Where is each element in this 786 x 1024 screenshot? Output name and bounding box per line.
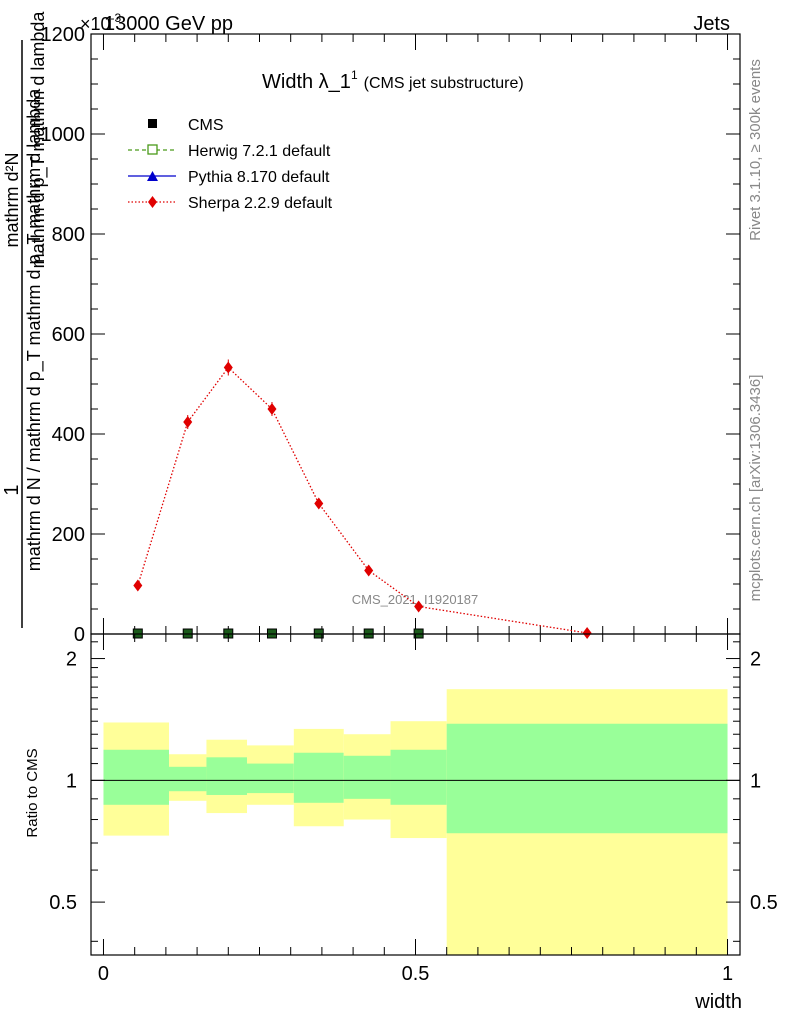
sherpa-point: [582, 627, 592, 639]
legend-marker-cms: [148, 119, 157, 128]
header-right: Jets: [693, 13, 730, 35]
main-y-tick-label: 1200: [41, 24, 86, 46]
ylabel-right-numerator: mathrm d²N: [2, 152, 22, 247]
legend-marker-herwig: [147, 144, 158, 155]
ratio-band-inner: [103, 749, 170, 805]
ratio-y-tick-label-right: 0.5: [750, 892, 778, 914]
sherpa-point: [414, 600, 424, 613]
ratio-x-ticks: 0 0.5 1: [98, 634, 733, 985]
ratio-band-inner: [169, 766, 207, 792]
legend-label-sherpa: Sherpa 2.2.9 default: [188, 195, 333, 212]
legend-marker-sherpa: [148, 196, 157, 208]
x-tick-label: 0.5: [402, 963, 430, 985]
ratio-band-inner: [206, 757, 248, 795]
main-y-tick-label: 600: [52, 324, 85, 346]
ylabel-numerator: 1: [1, 484, 23, 495]
y-multiplier: ×10-3: [80, 11, 122, 34]
x-tick-label: 1: [722, 963, 733, 985]
ratio-y-tick-label: 2: [66, 649, 77, 671]
ratio-bands: [103, 689, 728, 955]
sherpa-point: [314, 497, 324, 510]
ratio-band-inner: [293, 752, 344, 803]
ratio-y-tick-label-right: 1: [750, 770, 761, 792]
main-y-tick-label: 1000: [41, 124, 86, 146]
main-ylabel: 1 mathrm d N / mathrm d p_T mathrm d p_T…: [1, 11, 49, 628]
ratio-y-tick-label: 1: [66, 770, 77, 792]
legend-entry-cms: CMS: [148, 117, 224, 134]
legend-entry-herwig: Herwig 7.2.1 default: [128, 143, 331, 160]
x-axis-label: width: [694, 991, 742, 1013]
legend-label-herwig: Herwig 7.2.1 default: [188, 143, 331, 160]
sherpa-point: [267, 403, 277, 415]
sherpa-point: [133, 579, 143, 592]
legend-label-cms: CMS: [188, 117, 224, 134]
main-y-tick-label: 400: [52, 424, 85, 446]
legend: CMS Herwig 7.2.1 default Pythia 8.170 de…: [128, 117, 333, 212]
main-y-ticks: 0 200 400 600 800 1000 1200: [41, 24, 740, 646]
analysis-watermark: CMS_2021_I1920187: [352, 592, 479, 607]
legend-label-pythia: Pythia 8.170 default: [188, 169, 330, 186]
ratio-band-inner: [343, 755, 391, 799]
ratio-y-tick-label-right: 2: [750, 649, 761, 671]
mcplots-label: mcplots.cern.ch [arXiv:1306.3436]: [747, 375, 764, 602]
main-y-tick-label: 200: [52, 524, 85, 546]
ratio-band-inner: [390, 749, 447, 805]
main-y-tick-label: 0: [74, 624, 85, 646]
x-tick-label: 0: [98, 963, 109, 985]
legend-marker-pythia: [147, 171, 158, 181]
sherpa-line: [137, 366, 588, 634]
ylabel-denominator: mathrm d N / mathrm d p_T mathrm d p_T m…: [24, 88, 45, 571]
legend-entry-sherpa: Sherpa 2.2.9 default: [128, 195, 333, 212]
plot-title: Width λ_11 (CMS jet substructure): [262, 68, 524, 93]
sherpa-point: [364, 564, 374, 577]
ratio-y-tick-label: 0.5: [49, 892, 77, 914]
ylabel-right-denominator: mathrm d p_T mathrm d lambda: [28, 11, 49, 269]
ratio-band-inner: [446, 723, 728, 834]
ratio-y-ticks: 0.5 0.5 1 1 2 2: [49, 641, 778, 942]
legend-entry-pythia: Pythia 8.170 default: [128, 169, 330, 186]
main-y-tick-label: 800: [52, 224, 85, 246]
sherpa-point: [183, 416, 193, 428]
ratio-ylabel: Ratio to CMS: [24, 748, 41, 837]
rivet-label: Rivet 3.1.10, ≥ 300k events: [747, 59, 764, 241]
header-left: 13000 GeV pp: [104, 13, 233, 35]
ratio-band-inner: [247, 763, 294, 794]
sherpa-point: [223, 361, 233, 374]
